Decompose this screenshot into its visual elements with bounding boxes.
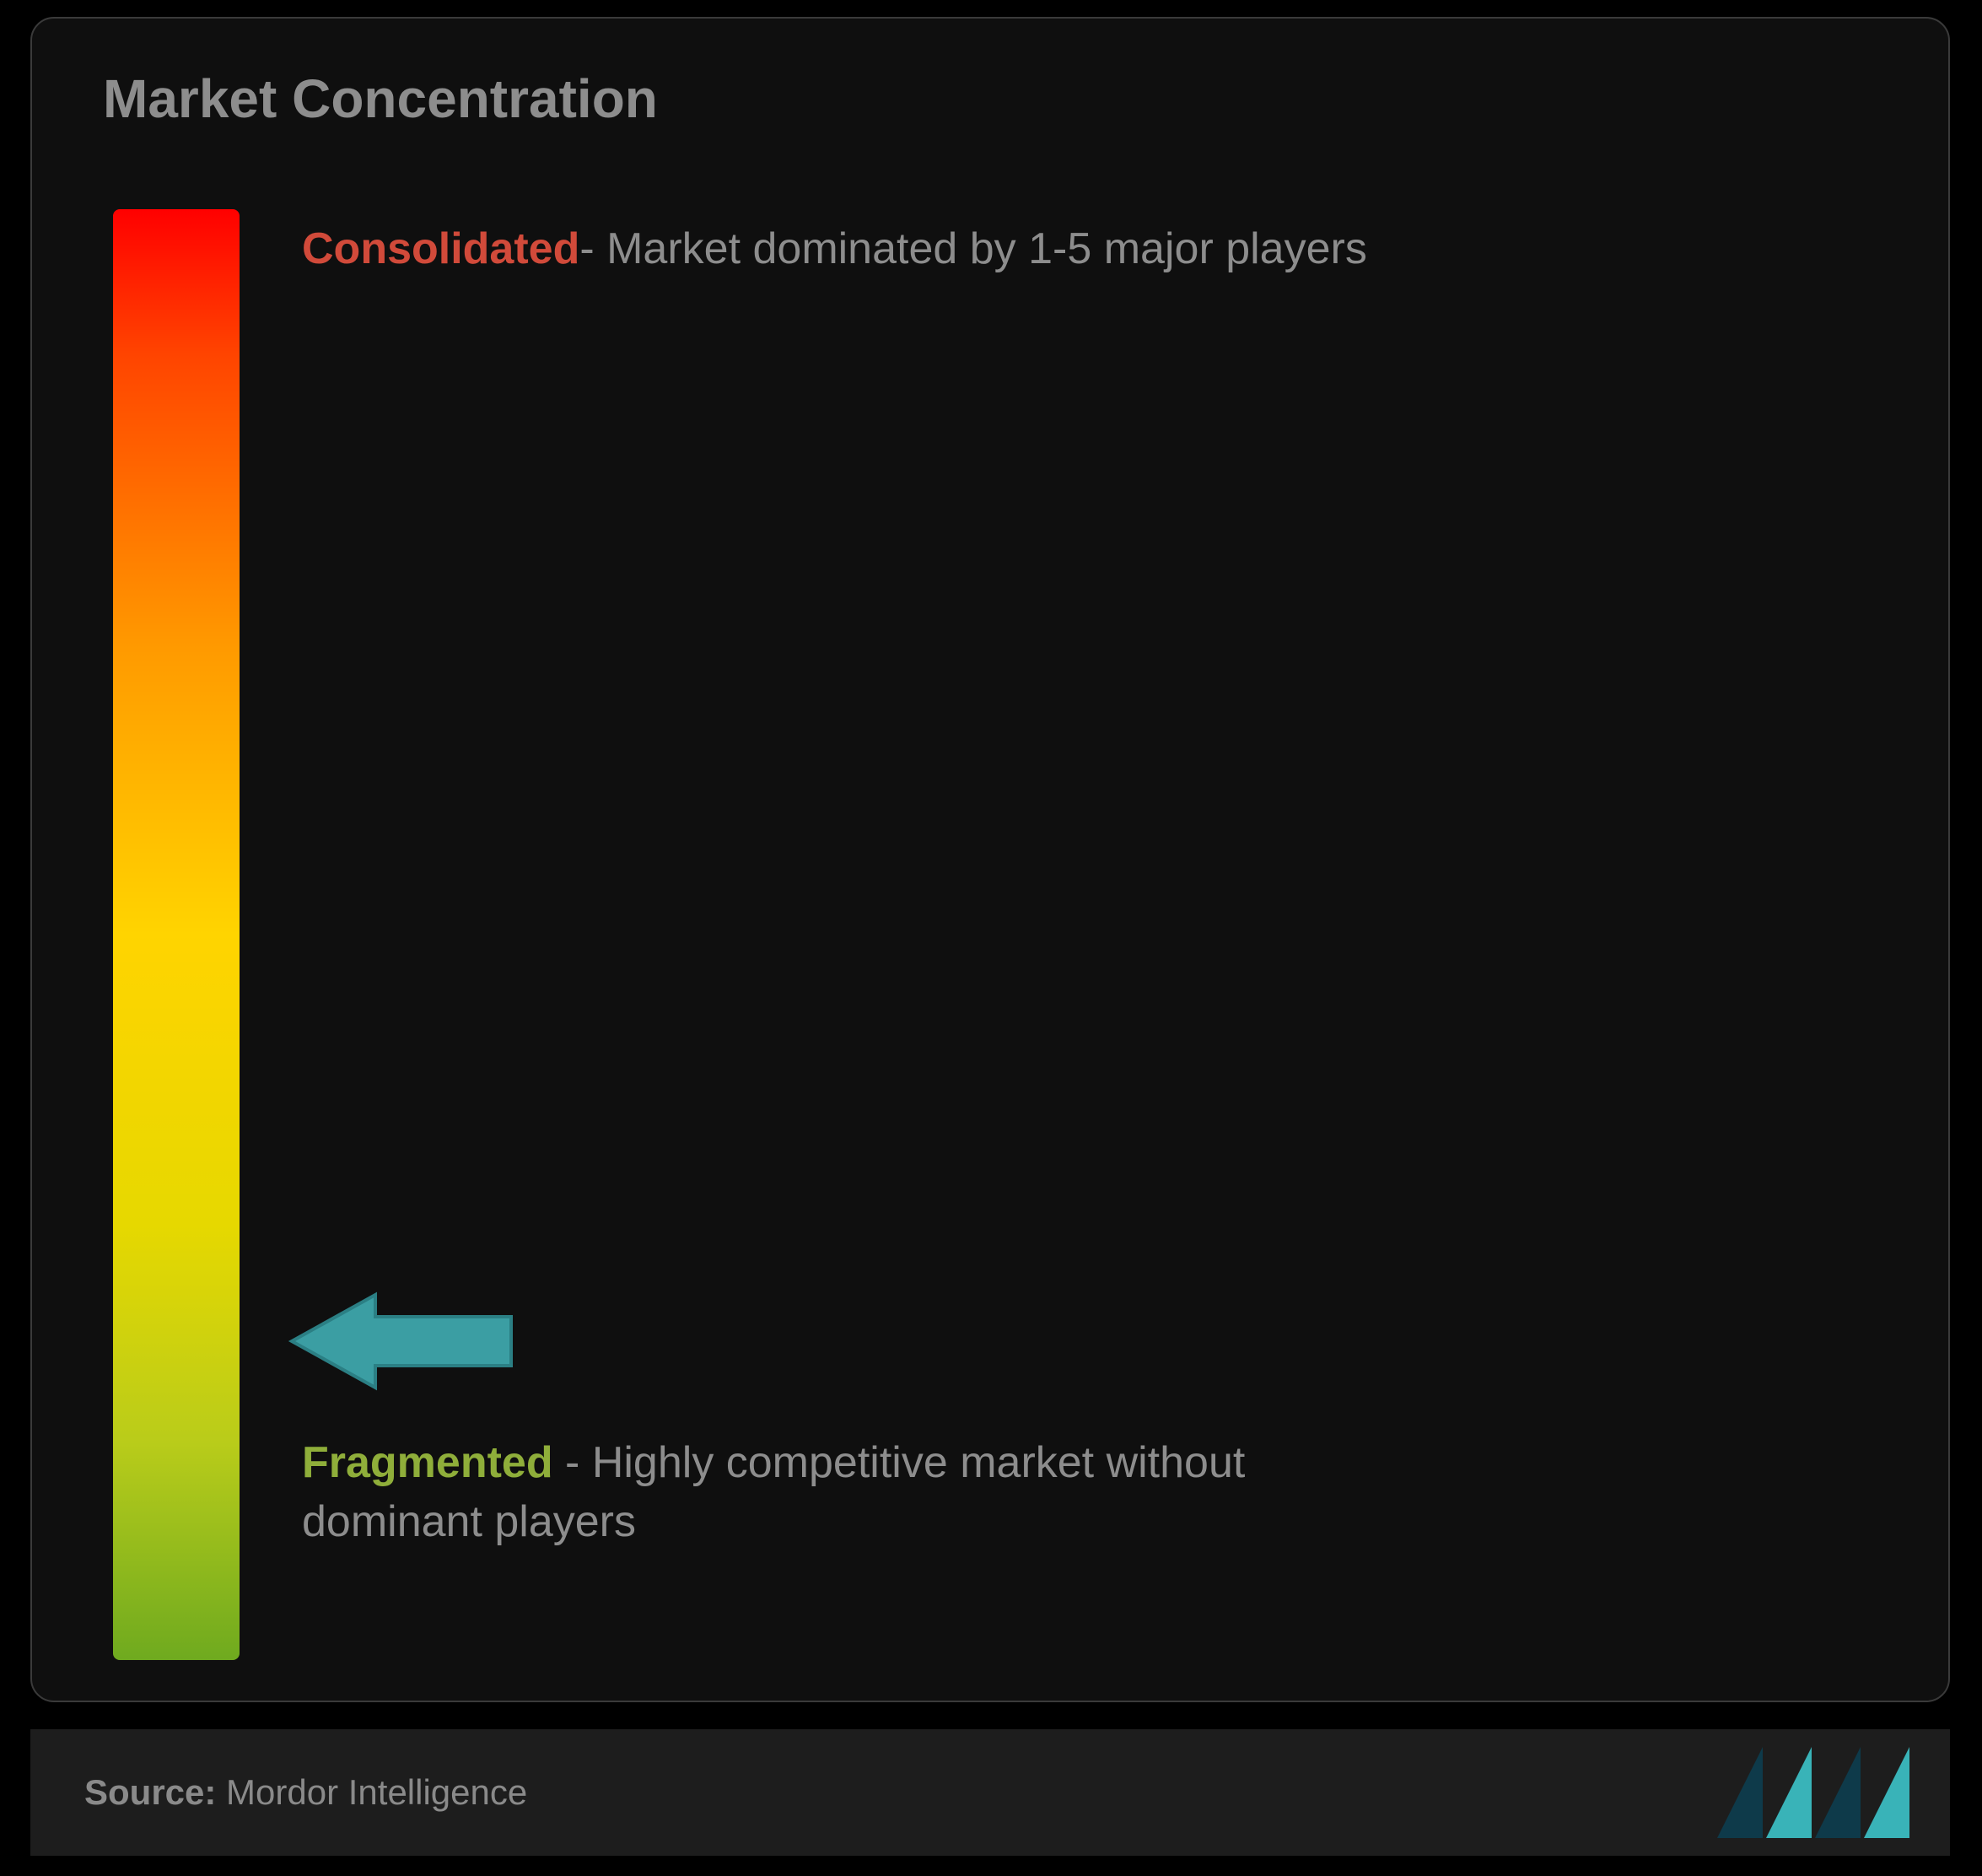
source-name: Mordor Intelligence xyxy=(226,1772,527,1812)
fragmented-desc-line1: - Highly competitive market without xyxy=(553,1438,1246,1487)
viewport: Market Concentration Consolidated- Marke… xyxy=(0,0,1982,1876)
source-attribution: Source: Mordor Intelligence xyxy=(84,1772,527,1813)
concentration-gradient-bar xyxy=(113,209,240,1660)
chart-title: Market Concentration xyxy=(103,67,658,130)
consolidated-emph: Consolidated xyxy=(302,224,579,273)
chart-card: Market Concentration Consolidated- Marke… xyxy=(30,17,1950,1702)
consolidated-label: Consolidated- Market dominated by 1-5 ma… xyxy=(302,219,1367,278)
consolidated-desc: - Market dominated by 1-5 major players xyxy=(579,224,1367,273)
source-label: Source: xyxy=(84,1772,216,1812)
footer-bar: Source: Mordor Intelligence xyxy=(30,1729,1950,1856)
indicator-arrow-icon xyxy=(285,1286,521,1396)
fragmented-emph: Fragmented xyxy=(302,1438,553,1487)
brand-logo-icon xyxy=(1717,1747,1909,1838)
fragmented-desc-line2: dominant players xyxy=(302,1497,636,1546)
fragmented-label: Fragmented - Highly competitive market w… xyxy=(302,1433,1245,1551)
